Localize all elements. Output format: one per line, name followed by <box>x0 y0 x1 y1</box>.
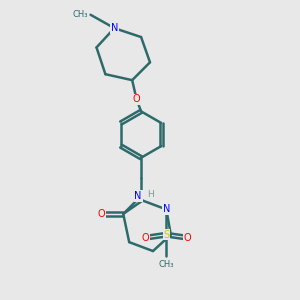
Text: O: O <box>97 209 105 219</box>
Text: CH₃: CH₃ <box>159 260 174 269</box>
Text: O: O <box>142 233 149 243</box>
Text: O: O <box>133 94 140 104</box>
Text: CH₃: CH₃ <box>73 10 88 19</box>
Text: N: N <box>134 191 142 201</box>
Text: H: H <box>147 190 154 199</box>
Text: N: N <box>163 204 170 214</box>
Text: S: S <box>163 230 170 240</box>
Text: O: O <box>183 233 191 243</box>
Text: N: N <box>111 23 118 33</box>
